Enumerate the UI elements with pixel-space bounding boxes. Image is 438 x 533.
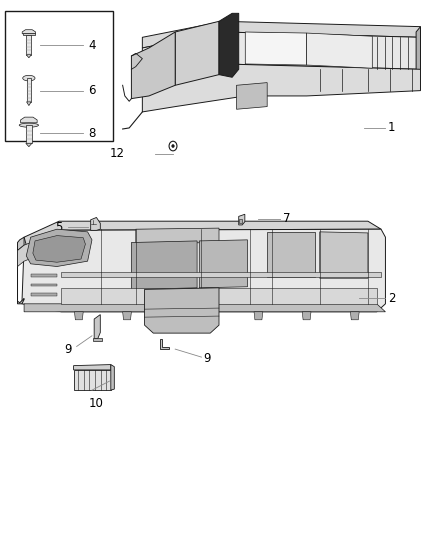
Polygon shape [94,314,100,338]
Polygon shape [26,55,32,58]
Text: 9: 9 [64,343,71,356]
Polygon shape [26,143,32,147]
Text: 9: 9 [204,352,211,365]
Ellipse shape [23,75,35,81]
Polygon shape [136,228,219,244]
Polygon shape [142,32,420,80]
Polygon shape [74,365,111,370]
Polygon shape [18,237,24,304]
Polygon shape [26,229,92,266]
Polygon shape [197,312,206,320]
Polygon shape [31,274,57,277]
Polygon shape [33,236,85,262]
Bar [239,219,242,223]
Polygon shape [22,30,35,34]
Polygon shape [175,21,219,85]
Polygon shape [31,293,57,296]
Polygon shape [24,304,385,312]
Polygon shape [145,288,219,333]
Polygon shape [111,365,114,390]
Text: 7: 7 [283,212,290,225]
Polygon shape [416,27,420,75]
Polygon shape [18,230,70,266]
Text: 12: 12 [110,147,125,160]
Polygon shape [131,241,197,289]
Polygon shape [91,217,100,230]
Polygon shape [219,13,239,77]
Polygon shape [267,232,315,277]
Polygon shape [21,117,37,123]
Polygon shape [302,312,311,320]
Polygon shape [320,232,368,278]
Text: 4: 4 [88,39,95,52]
Polygon shape [350,312,359,320]
Circle shape [172,144,174,148]
Polygon shape [142,21,420,48]
Text: 8: 8 [88,127,95,140]
Circle shape [169,141,177,151]
Bar [26,35,32,55]
Polygon shape [123,312,131,320]
Polygon shape [131,32,175,99]
Polygon shape [93,338,102,342]
Polygon shape [27,102,31,106]
Polygon shape [160,338,169,349]
Polygon shape [61,272,381,277]
Polygon shape [307,33,372,68]
Text: 1: 1 [388,122,395,134]
Polygon shape [199,240,247,288]
Bar [5,11,113,141]
Polygon shape [237,83,267,109]
Bar [23,33,35,35]
Polygon shape [239,214,245,225]
Polygon shape [245,32,307,65]
Bar [26,125,32,143]
Polygon shape [61,288,377,304]
Polygon shape [254,312,263,320]
Bar [74,370,111,390]
Polygon shape [24,221,381,245]
Ellipse shape [19,123,39,127]
Polygon shape [31,284,57,286]
Text: 5: 5 [55,221,63,233]
Bar [27,78,31,102]
Polygon shape [142,64,420,112]
Text: 6: 6 [88,84,95,97]
Text: 2: 2 [388,292,395,305]
Polygon shape [74,312,83,320]
Text: 10: 10 [89,397,104,410]
Polygon shape [22,229,385,312]
